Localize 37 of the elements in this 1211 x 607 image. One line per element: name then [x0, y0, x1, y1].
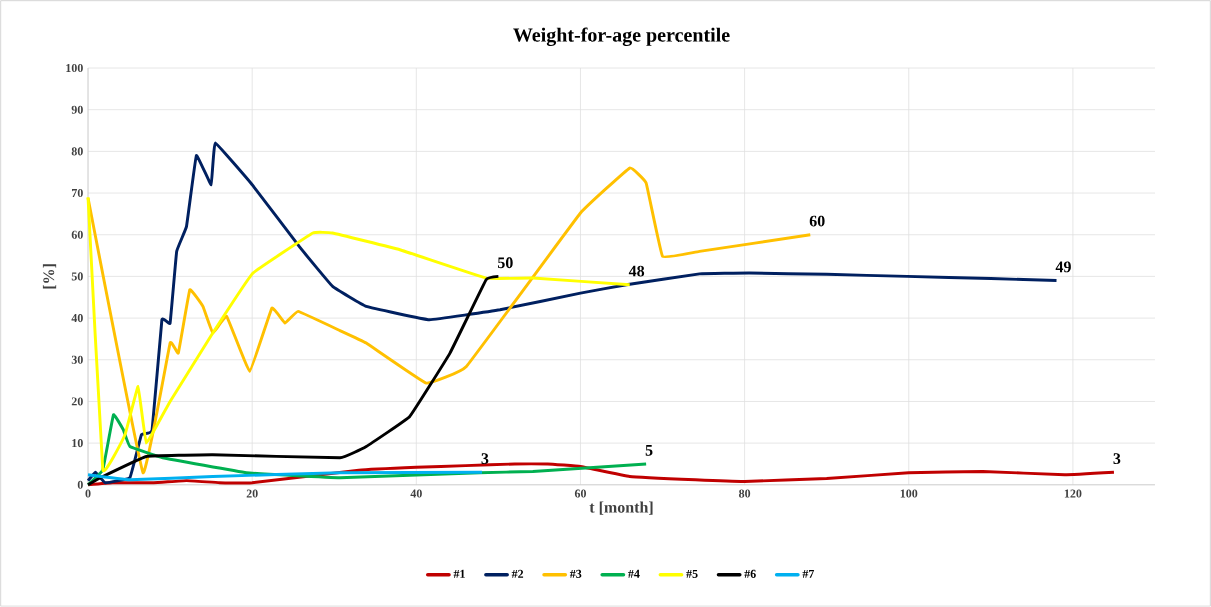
x-tick-label: 0	[85, 489, 91, 498]
y-tick-label: 100	[66, 64, 83, 73]
legend-label: #1	[453, 569, 465, 578]
x-tick-label: 40	[410, 489, 422, 498]
y-axis-title: [%]	[42, 264, 57, 289]
annotation: 5	[645, 445, 653, 456]
y-tick-label: 60	[71, 230, 83, 239]
x-tick-label: 80	[739, 489, 751, 498]
line-series	[86, 275, 500, 487]
chart-title: Weight-for-age percentile	[513, 27, 730, 47]
legend-label: #6	[744, 569, 756, 578]
y-tick-label: 20	[71, 397, 83, 406]
legend-label: #2	[511, 569, 524, 578]
y-tick-label: 30	[71, 355, 83, 364]
annotation: 60	[809, 215, 825, 227]
x-tick-label: 120	[1064, 489, 1082, 498]
y-tick-label: 10	[72, 439, 83, 448]
y-tick-label: 80	[71, 147, 83, 156]
annotation: 3	[481, 453, 489, 465]
x-tick-label: 100	[900, 489, 918, 498]
y-tick-label: 0	[77, 480, 83, 489]
y-tick-label: 90	[71, 105, 83, 114]
y-tick-label: 50	[71, 272, 83, 281]
x-axis-title: t [month]	[589, 501, 653, 515]
annotation: 49	[1055, 261, 1071, 273]
annotation: 50	[497, 257, 513, 269]
line-series	[86, 470, 484, 482]
x-tick-label: 20	[246, 489, 258, 498]
annotation: 48	[628, 265, 645, 277]
x-tick-label: 60	[574, 489, 587, 498]
annotation: 3	[1113, 453, 1121, 465]
legend-label: #3	[569, 569, 582, 578]
legend-label: #7	[802, 569, 815, 578]
y-tick-label: 40	[71, 314, 83, 323]
legend-label: #4	[628, 569, 640, 578]
legend-label: #5	[686, 569, 698, 578]
y-tick-label: 70	[72, 189, 83, 198]
